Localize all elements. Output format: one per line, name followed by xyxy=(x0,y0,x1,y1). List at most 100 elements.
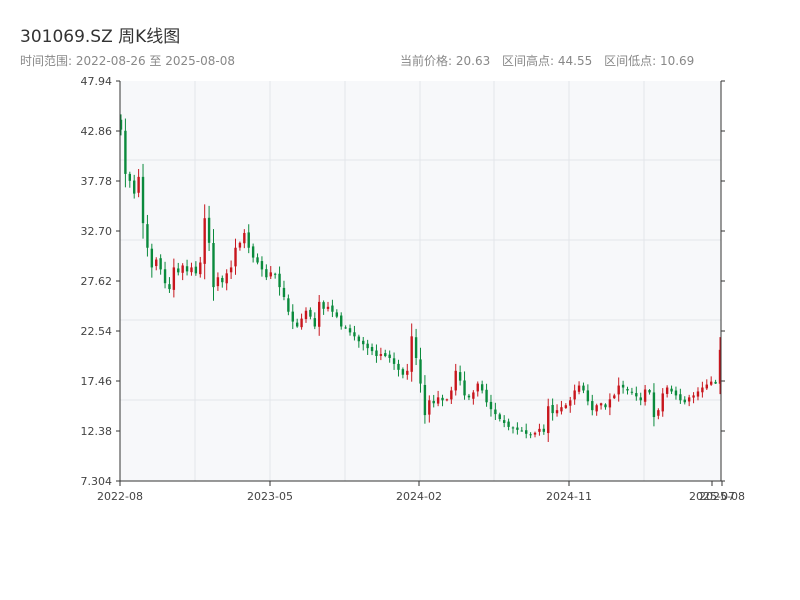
candle-down xyxy=(335,312,339,317)
candle-down xyxy=(287,298,290,312)
candle-up xyxy=(300,318,303,328)
current-price: 当前价格: 20.63 xyxy=(400,54,491,68)
candle-up xyxy=(199,262,202,275)
candle-up xyxy=(203,218,206,264)
candle-up xyxy=(406,370,409,375)
candle-up xyxy=(181,265,184,273)
candle-up xyxy=(657,410,660,416)
candle-down xyxy=(375,350,378,357)
candle-up xyxy=(269,272,272,277)
candle-down xyxy=(516,427,519,430)
candle-down xyxy=(529,434,532,436)
candle-up xyxy=(573,390,576,400)
candle-down xyxy=(340,315,343,327)
candle-up xyxy=(617,385,620,395)
candle-up xyxy=(450,390,453,400)
candle-up xyxy=(538,428,541,432)
y-tick-label: 47.94 xyxy=(81,75,113,88)
candle-up xyxy=(304,310,308,320)
candle-up xyxy=(234,247,237,267)
candle-up xyxy=(476,383,479,392)
candle-down xyxy=(674,390,678,396)
candle-up xyxy=(225,273,228,284)
candle-down xyxy=(586,390,590,402)
candle-down xyxy=(124,130,127,174)
candle-down xyxy=(494,409,497,415)
candle-down xyxy=(551,404,554,414)
price-stats: 当前价格: 20.63 区间高点: 44.55 区间低点: 10.69 xyxy=(400,52,702,69)
candle-down xyxy=(133,180,136,194)
candle-down xyxy=(194,266,198,274)
candle-down xyxy=(419,359,422,384)
candle-down xyxy=(520,430,524,432)
candle-down xyxy=(463,380,466,396)
candle-down xyxy=(498,414,501,420)
candle-down xyxy=(502,420,506,423)
y-tick-label: 22.54 xyxy=(81,325,113,338)
candle-down xyxy=(683,399,686,403)
candle-up xyxy=(643,389,647,402)
x-tick-label: 2025-07 xyxy=(689,490,735,503)
candle-down xyxy=(146,224,149,248)
y-tick-label: 17.46 xyxy=(81,375,113,388)
candle-up xyxy=(172,267,176,290)
candle-up xyxy=(190,267,193,273)
y-tick-label: 7.304 xyxy=(81,475,113,488)
candle-down xyxy=(265,269,268,278)
candle-up xyxy=(608,399,612,408)
candle-down xyxy=(353,332,356,337)
candle-down xyxy=(370,347,374,352)
candle-down xyxy=(591,401,594,411)
candle-down xyxy=(714,381,717,384)
candle-down xyxy=(480,384,484,391)
candle-down xyxy=(168,284,171,290)
candle-down xyxy=(507,421,510,427)
candle-down xyxy=(177,268,180,273)
candle-down xyxy=(212,243,215,288)
candle-up xyxy=(595,405,598,412)
range-high: 区间高点: 44.55 xyxy=(502,54,593,68)
x-tick-label: 2025-08 xyxy=(699,490,745,503)
candle-down xyxy=(260,261,264,270)
candle-down xyxy=(388,354,391,358)
candle-up xyxy=(379,354,383,356)
candle-up xyxy=(137,176,140,193)
candle-down xyxy=(630,391,634,393)
candle-down xyxy=(313,318,316,327)
candle-up xyxy=(216,277,220,287)
candle-down xyxy=(150,248,154,268)
candle-down xyxy=(331,305,334,312)
candle-down xyxy=(163,269,167,284)
x-tick-label: 2023-05 xyxy=(247,490,293,503)
candle-down xyxy=(639,397,642,401)
candle-down xyxy=(489,401,493,410)
y-tick-label: 32.70 xyxy=(81,225,113,238)
candle-down xyxy=(256,257,259,263)
candle-up xyxy=(533,432,537,435)
candle-up xyxy=(229,267,233,273)
candle-down xyxy=(309,309,312,317)
candle-down xyxy=(141,176,145,224)
candle-up xyxy=(613,395,616,399)
candle-down xyxy=(207,217,211,243)
y-tick-label: 37.78 xyxy=(81,175,113,188)
candle-up xyxy=(560,407,563,412)
candle-down xyxy=(670,388,673,392)
candle-down xyxy=(159,258,162,270)
candle-down xyxy=(414,337,418,358)
y-tick-label: 27.62 xyxy=(81,275,113,288)
candle-down xyxy=(635,393,638,397)
candle-up xyxy=(696,391,700,397)
candle-up xyxy=(326,306,330,309)
candle-up xyxy=(577,385,581,392)
candle-up xyxy=(569,400,572,406)
candle-down xyxy=(348,328,352,333)
candle-down xyxy=(273,273,277,275)
candle-up xyxy=(428,400,431,415)
candle-down xyxy=(392,358,396,364)
candle-down xyxy=(344,327,347,329)
x-tick-label: 2024-02 xyxy=(396,490,442,503)
candle-up xyxy=(709,381,713,385)
candle-down xyxy=(423,384,427,416)
candle-up xyxy=(687,397,691,402)
